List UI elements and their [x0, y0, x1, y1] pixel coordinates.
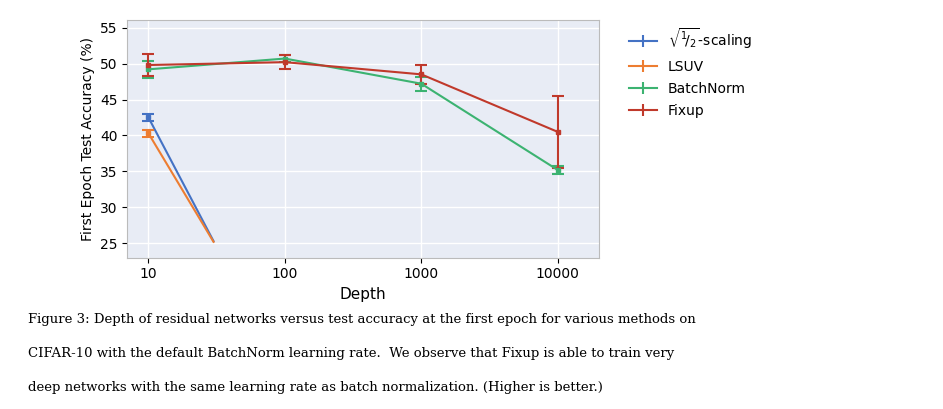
- X-axis label: Depth: Depth: [339, 287, 387, 302]
- Legend: $\sqrt{^1\!/_{2}}$-scaling, LSUV, BatchNorm, Fixup: $\sqrt{^1\!/_{2}}$-scaling, LSUV, BatchN…: [624, 22, 756, 122]
- Text: deep networks with the same learning rate as batch normalization. (Higher is bet: deep networks with the same learning rat…: [28, 381, 604, 394]
- Text: CIFAR-10 with the default BatchNorm learning rate.  We observe that Fixup is abl: CIFAR-10 with the default BatchNorm lear…: [28, 347, 674, 360]
- Text: Figure 3: Depth of residual networks versus test accuracy at the first epoch for: Figure 3: Depth of residual networks ver…: [28, 313, 696, 326]
- Y-axis label: First Epoch Test Accuracy (%): First Epoch Test Accuracy (%): [80, 37, 94, 241]
